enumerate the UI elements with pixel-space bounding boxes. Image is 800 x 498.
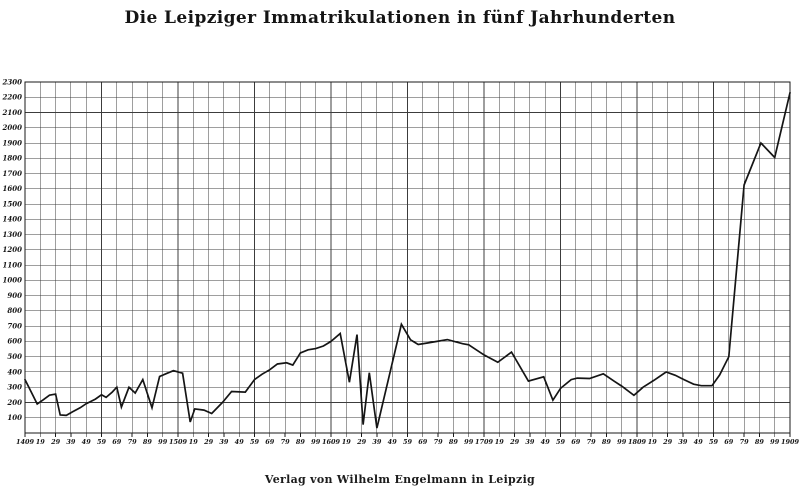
y-tick-label: 800: [7, 306, 22, 315]
publisher-caption: Verlag von Wilhelm Engelmann in Leipzig: [264, 473, 536, 486]
x-tick-label: 29: [50, 438, 61, 446]
x-tick-label: 69: [418, 438, 428, 446]
x-tick-label: 39: [525, 438, 535, 446]
y-tick-label: 600: [7, 337, 22, 346]
y-tick-label: 2000: [2, 123, 23, 132]
x-tick-label: 1709: [475, 438, 494, 446]
chart-title: Die Leipziger Immatrikulationen in fünf …: [124, 8, 676, 28]
x-tick-label: 19: [189, 438, 199, 446]
x-tick-label: 99: [158, 438, 168, 446]
y-axis-labels: 2300 2200 2100 2000 1900 1800 1700 1600 1500 1400…: [2, 77, 23, 422]
y-tick-label: 100: [7, 413, 22, 422]
y-tick-label: 1200: [3, 245, 23, 254]
y-tick-label: 2200: [2, 93, 23, 102]
grid-lines: [24, 81, 791, 434]
x-tick-label: 1909: [781, 438, 800, 446]
y-tick-label: 1300: [3, 230, 23, 239]
x-tick-label: 29: [662, 438, 673, 446]
x-tick-label: 79: [434, 438, 444, 446]
x-tick-label: 1409: [16, 438, 35, 446]
x-tick-label: 59: [250, 438, 260, 446]
x-tick-label: 69: [112, 438, 122, 446]
x-axis-ticks: [24, 433, 791, 437]
x-tick-label: 1609: [322, 438, 341, 446]
y-tick-label: 1800: [3, 154, 23, 163]
x-tick-label: 79: [128, 438, 138, 446]
y-tick-label: 500: [7, 352, 22, 361]
x-tick-label: 1509: [169, 438, 188, 446]
y-tick-label: 700: [7, 321, 22, 330]
y-tick-label: 2100: [2, 108, 23, 117]
x-tick-label: 69: [571, 438, 581, 446]
x-tick-label: 89: [602, 438, 612, 446]
y-tick-label: 900: [7, 291, 22, 300]
x-tick-label: 29: [509, 438, 520, 446]
x-tick-label: 39: [372, 438, 382, 446]
x-tick-label: 19: [495, 438, 505, 446]
x-tick-label: 79: [281, 438, 291, 446]
y-tick-label: 1000: [3, 276, 23, 285]
x-tick-label: 19: [36, 438, 46, 446]
y-tick-label: 2300: [2, 77, 23, 86]
y-tick-label: 300: [7, 383, 22, 392]
x-tick-label: 49: [82, 438, 92, 446]
x-tick-label: 29: [203, 438, 214, 446]
x-axis-labels: 1409 19 29 39 49 59 69 79 89 99 1509 19 29 39 49 59 69 79…: [16, 438, 800, 446]
x-tick-label: 79: [587, 438, 597, 446]
x-tick-label: 39: [66, 438, 76, 446]
y-tick-label: 1700: [3, 169, 23, 178]
x-tick-label: 39: [678, 438, 688, 446]
x-tick-label: 89: [755, 438, 765, 446]
y-tick-label: 1400: [3, 215, 23, 224]
x-tick-label: 19: [648, 438, 658, 446]
y-tick-label: 1100: [3, 260, 23, 269]
x-tick-label: 59: [403, 438, 413, 446]
x-tick-label: 89: [143, 438, 153, 446]
x-tick-label: 29: [356, 438, 367, 446]
x-tick-label: 99: [311, 438, 321, 446]
x-tick-label: 99: [464, 438, 474, 446]
x-tick-label: 99: [770, 438, 780, 446]
y-tick-label: 1600: [3, 184, 23, 193]
x-tick-label: 69: [265, 438, 275, 446]
x-tick-label: 39: [219, 438, 229, 446]
matriculation-line: [24, 91, 791, 429]
x-tick-label: 19: [342, 438, 352, 446]
y-tick-label: 400: [7, 367, 22, 376]
x-tick-label: 1809: [628, 438, 647, 446]
x-tick-label: 79: [740, 438, 750, 446]
x-tick-label: 49: [694, 438, 704, 446]
x-tick-label: 49: [235, 438, 245, 446]
x-tick-label: 49: [388, 438, 398, 446]
x-tick-label: 59: [97, 438, 107, 446]
x-tick-label: 49: [541, 438, 551, 446]
y-tick-label: 1900: [3, 138, 23, 147]
x-tick-label: 69: [724, 438, 734, 446]
x-tick-label: 89: [449, 438, 459, 446]
y-tick-label: 200: [6, 398, 22, 407]
x-tick-label: 59: [556, 438, 566, 446]
y-tick-label: 1500: [3, 199, 23, 208]
x-tick-label: 99: [617, 438, 627, 446]
x-tick-label: 89: [296, 438, 306, 446]
x-tick-label: 59: [709, 438, 719, 446]
